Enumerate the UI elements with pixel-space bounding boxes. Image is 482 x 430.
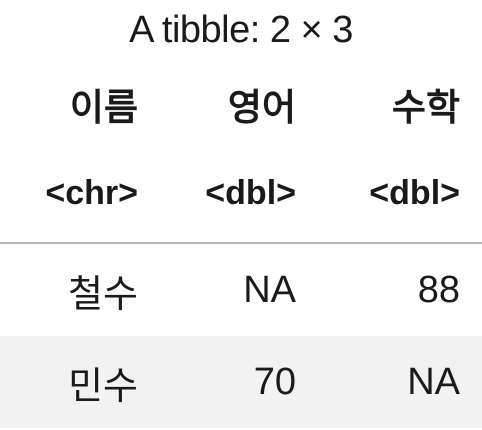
table-cell: NA: [318, 336, 482, 428]
table-cell: 민수: [0, 336, 160, 428]
table-row: 철수 NA 88: [0, 243, 482, 336]
table-cell: 70: [160, 336, 318, 428]
column-type-name: <chr>: [0, 144, 160, 244]
column-header-name: 이름: [69, 87, 138, 128]
column-header-english: 영어: [227, 87, 296, 128]
table-cell: NA: [160, 243, 318, 336]
table-row: 민수 70 NA: [0, 336, 482, 428]
header-types-row: <chr> <dbl> <dbl>: [0, 144, 482, 244]
column-type-math: <dbl>: [318, 144, 482, 244]
table-cell: 88: [318, 243, 482, 336]
column-type-english: <dbl>: [160, 144, 318, 244]
data-table: 이름 영어 수학 <chr> <dbl> <dbl> 철수 NA 88 민수 7…: [0, 64, 482, 428]
table-caption: A tibble: 2 × 3: [129, 9, 353, 51]
header-names-row: 이름 영어 수학: [0, 64, 482, 144]
column-header-math: 수학: [391, 87, 460, 128]
table-cell: 철수: [0, 243, 160, 336]
